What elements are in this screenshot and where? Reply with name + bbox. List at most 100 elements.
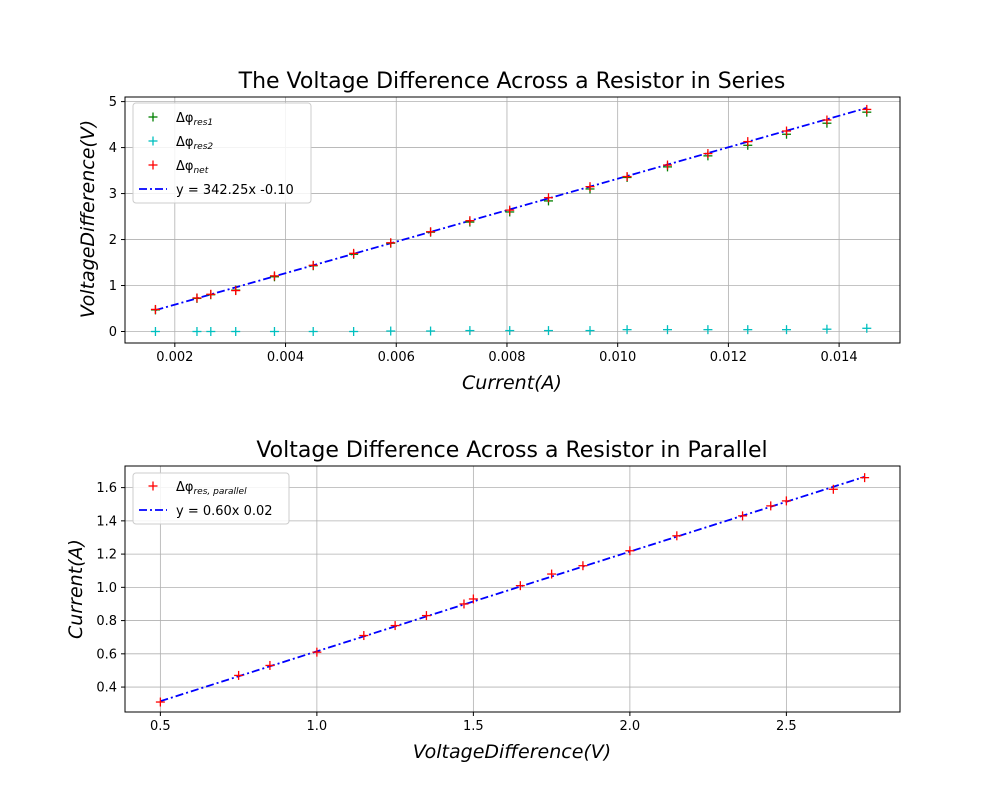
- chart-title: Voltage Difference Across a Resistor in …: [256, 438, 767, 463]
- data-point-parallel: [155, 697, 165, 707]
- x-tick-label: 2.5: [776, 719, 797, 734]
- legend: Δφres, parallel y = 0.60x 0.02: [132, 472, 290, 525]
- x-tick-label: 1.0: [307, 719, 328, 734]
- legend-label-fit: y = 342.25x -0.10: [176, 183, 294, 198]
- data-point-res2: [782, 325, 792, 335]
- y-tick-label: 1.0: [96, 581, 117, 596]
- data-point-res2: [206, 327, 216, 337]
- legend-label-fit: y = 0.60x 0.02: [176, 504, 273, 519]
- legend-symbol: Δφ: [176, 159, 193, 174]
- legend-box: [132, 102, 312, 204]
- y-tick-label: 2: [109, 233, 117, 248]
- data-point-res2: [585, 326, 595, 336]
- legend-subscript: net: [193, 166, 208, 176]
- plot-frame: [124, 96, 901, 344]
- legend-item-res2: Δφres2: [148, 135, 213, 152]
- data-point-net: [822, 115, 832, 125]
- legend-symbol: Δφ: [176, 111, 193, 126]
- legend-label-res1: Δφres1: [176, 111, 213, 128]
- data-point-res2: [308, 327, 318, 337]
- x-tick-label: 1.5: [463, 719, 484, 734]
- x-tick-label: 0.010: [599, 350, 636, 365]
- fit-line: [160, 475, 865, 703]
- data-point-parallel: [625, 546, 635, 556]
- data-point-parallel: [515, 581, 525, 591]
- data-point-net: [269, 271, 279, 281]
- data-point-net: [703, 149, 713, 159]
- data-point-res2: [743, 325, 753, 335]
- data-point-parallel: [468, 594, 478, 604]
- y-tick-label: 0.8: [96, 614, 117, 629]
- data-point-net: [386, 238, 396, 248]
- legend-box: [132, 472, 290, 525]
- data-point-parallel: [766, 501, 776, 511]
- data-point-parallel: [359, 631, 369, 641]
- legend-label-res2: Δφres2: [176, 135, 213, 152]
- data-point-parallel: [234, 670, 244, 680]
- x-axis-label: Current(A): [462, 372, 562, 394]
- data-point-net: [505, 205, 515, 215]
- data-points: [150, 104, 872, 337]
- data-point-parallel: [672, 531, 682, 541]
- fit-line-layer: [160, 475, 865, 703]
- legend-item-res1: Δφres1: [148, 111, 213, 128]
- data-point-net: [782, 126, 792, 136]
- legend-label-parallel: Δφres, parallel: [176, 480, 247, 497]
- y-axis-label: Current(A): [65, 539, 87, 639]
- legend-subscript: res, parallel: [193, 487, 247, 497]
- data-point-net: [862, 104, 872, 114]
- parallel-chart: Voltage Difference Across a Resistor in …: [65, 438, 901, 763]
- legend-marker-res2: [148, 136, 158, 146]
- y-tick-label: 4: [109, 141, 117, 156]
- data-point-parallel: [265, 660, 275, 670]
- x-tick-label: 0.004: [267, 350, 304, 365]
- data-point-res2: [622, 325, 632, 335]
- data-point-parallel: [547, 569, 557, 579]
- y-tick-label: 5: [109, 95, 117, 110]
- legend-marker-net: [148, 160, 158, 170]
- data-point-res2: [349, 327, 359, 337]
- data-point-parallel: [738, 511, 748, 521]
- plot-frame: [124, 465, 901, 713]
- data-point-net: [663, 160, 672, 170]
- series-chart: The Voltage Difference Across a Resistor…: [77, 69, 901, 394]
- legend-item-fit: y = 0.60x 0.02: [139, 504, 273, 519]
- legend-subscript: res1: [193, 118, 213, 128]
- legend-item-fit: y = 342.25x -0.10: [139, 183, 294, 198]
- y-tick-label: 1.2: [96, 548, 117, 563]
- legend-subscript: res2: [193, 142, 213, 152]
- data-point-res2: [386, 326, 396, 336]
- x-tick-label: 0.008: [488, 350, 525, 365]
- data-point-net: [743, 137, 753, 147]
- y-tick-label: 0.4: [96, 681, 117, 696]
- legend-label-net: Δφnet: [176, 159, 209, 176]
- x-tick-label: 0.5: [150, 719, 171, 734]
- data-point-res2: [465, 326, 475, 336]
- y-axis-label: VoltageDifference(V): [77, 120, 99, 318]
- data-point-res2: [822, 324, 832, 334]
- data-point-res2: [269, 327, 279, 337]
- data-point-net: [308, 260, 318, 270]
- data-point-res2: [543, 326, 553, 336]
- y-tick-label: 1.4: [96, 514, 117, 529]
- y-tick-label: 3: [109, 187, 117, 202]
- data-point-net: [206, 289, 216, 299]
- legend-marker-parallel: [148, 481, 158, 491]
- data-point-net: [426, 227, 436, 237]
- data-point-parallel: [860, 473, 870, 483]
- data-point-res2: [663, 325, 672, 335]
- x-tick-label: 0.014: [820, 350, 857, 365]
- data-point-parallel: [578, 561, 588, 571]
- y-tick-label: 1: [109, 279, 117, 294]
- data-point-res2: [505, 326, 515, 336]
- data-point-net: [150, 304, 160, 314]
- data-point-parallel: [390, 621, 400, 631]
- legend-marker-res1: [148, 112, 158, 122]
- data-point-net: [465, 216, 475, 226]
- data-point-parallel: [421, 611, 431, 621]
- data-point-net: [622, 172, 632, 182]
- legend-symbol: Δφ: [176, 480, 193, 495]
- x-tick-label: 0.002: [156, 350, 193, 365]
- data-point-net: [543, 193, 553, 203]
